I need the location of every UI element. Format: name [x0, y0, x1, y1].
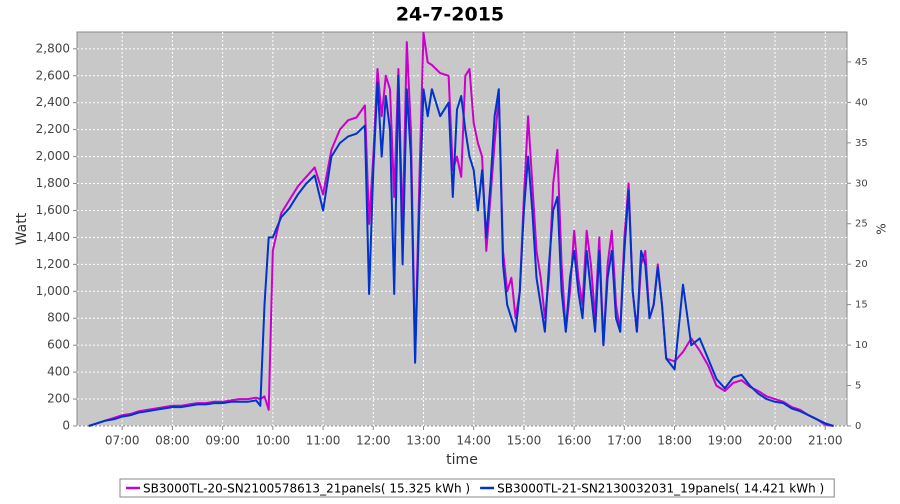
y-tick-label: 2,800	[36, 41, 70, 55]
y-tick-label: 0	[62, 419, 70, 433]
x-tick-label: 11:00	[306, 434, 341, 448]
y-tick-label: 2,200	[36, 122, 70, 136]
y2-tick-label: 20	[855, 259, 868, 270]
series-line	[88, 74, 834, 427]
x-tick-label: 19:00	[708, 434, 743, 448]
x-axis-label: time	[446, 452, 478, 468]
y-tick-label: 1,600	[36, 203, 70, 217]
chart-title: 24-7-2015	[396, 4, 504, 26]
y2-axis-label: %	[875, 223, 889, 234]
x-tick-label: 15:00	[507, 434, 542, 448]
x-tick-label: 17:00	[607, 434, 642, 448]
legend-label: SB3000TL-20-SN2100578613_21panels( 15.32…	[143, 482, 470, 496]
y2-tick-label: 30	[855, 178, 868, 189]
y2-tick-label: 0	[855, 421, 861, 432]
y-tick-label: 400	[47, 365, 70, 379]
y-tick-label: 1,400	[36, 230, 70, 244]
x-tick-label: 14:00	[456, 434, 491, 448]
x-tick-label: 21:00	[808, 434, 843, 448]
x-tick-label: 10:00	[256, 434, 291, 448]
y-tick-label: 2,400	[36, 95, 70, 109]
y2-tick-label: 5	[855, 381, 861, 392]
y-tick-label: 600	[47, 338, 70, 352]
y2-tick-label: 15	[855, 300, 868, 311]
y-tick-label: 200	[47, 392, 70, 406]
x-tick-label: 13:00	[406, 434, 441, 448]
x-tick-label: 08:00	[155, 434, 190, 448]
y2-tick-label: 25	[855, 219, 868, 230]
y2-tick-label: 35	[855, 138, 868, 149]
x-tick-label: 09:00	[205, 434, 240, 448]
legend-box	[119, 478, 835, 498]
legend-label: SB3000TL-21-SN2130032031_19panels( 14.42…	[497, 482, 824, 496]
x-tick-label: 12:00	[356, 434, 391, 448]
y-tick-label: 2,600	[36, 68, 70, 82]
x-tick-label: 07:00	[105, 434, 140, 448]
y-tick-label: 1,000	[36, 284, 70, 298]
plot-area	[76, 31, 848, 427]
y-tick-label: 1,200	[36, 257, 70, 271]
x-tick-label: 20:00	[758, 434, 793, 448]
y-tick-label: 1,800	[36, 176, 70, 190]
y-tick-label: 800	[47, 311, 70, 325]
y-tick-label: 2,000	[36, 149, 70, 163]
y2-tick-label: 45	[855, 57, 868, 68]
y2-tick-label: 40	[855, 97, 868, 108]
y-axis-label: Watt	[14, 212, 30, 245]
x-tick-label: 18:00	[657, 434, 692, 448]
legend: SB3000TL-20-SN2100578613_21panels( 15.32…	[119, 478, 835, 498]
y2-tick-label: 10	[855, 340, 868, 351]
x-tick-label: 16:00	[557, 434, 592, 448]
